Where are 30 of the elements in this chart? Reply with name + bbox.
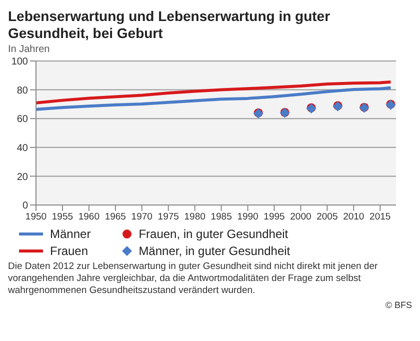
y-tick-label: 60 [16, 114, 28, 126]
y-tick-label: 0 [22, 200, 28, 212]
y-tick-label: 40 [16, 142, 28, 154]
x-tick-label: 1975 [158, 212, 179, 223]
y-tick-label: 20 [16, 172, 28, 183]
legend-label: Frauen, in guter Gesundheit [138, 226, 288, 240]
x-tick-label: 1990 [237, 212, 258, 223]
x-tick-label: 1955 [52, 212, 74, 223]
x-tick-label: 1985 [210, 212, 232, 223]
y-axis-title: In Jahren [8, 44, 51, 55]
legend-label: Männer [50, 226, 91, 240]
x-tick-label: 1995 [264, 212, 285, 223]
line-series [36, 86, 392, 111]
line-series [36, 80, 392, 104]
legend-label: Frauen [50, 244, 88, 258]
x-tick-label: 2015 [370, 212, 391, 223]
x-tick-label: 1960 [78, 212, 100, 223]
y-tick-label: 100 [11, 56, 28, 68]
legend-label: Männer, in guter Gesundheit [138, 244, 290, 258]
x-tick-label: 1970 [131, 212, 152, 223]
x-tick-label: 2000 [290, 212, 312, 223]
x-tick-label: 2005 [316, 212, 338, 223]
chart-title: Lebenserwartung und Lebenserwartung in guter Gesundheit, bei Geburt [8, 8, 332, 42]
y-tick-label: 80 [16, 85, 28, 96]
x-tick-label: 1965 [104, 212, 126, 223]
text: © BFS [384, 299, 412, 311]
x-tick-label: 1980 [184, 212, 206, 223]
x-tick-label: 1950 [25, 212, 47, 223]
text: Die Daten 2012 zur Lebenserwartung in guter Gesundheit sind nicht direkt mit jenen der vorangehenden Jahre vergleichbar, da die Antwortmodalitäten der Frage zum selbst wahrgenommenen Gesundheitszustand verändert wurden. [8, 261, 379, 297]
x-tick-label: 2010 [343, 212, 364, 223]
